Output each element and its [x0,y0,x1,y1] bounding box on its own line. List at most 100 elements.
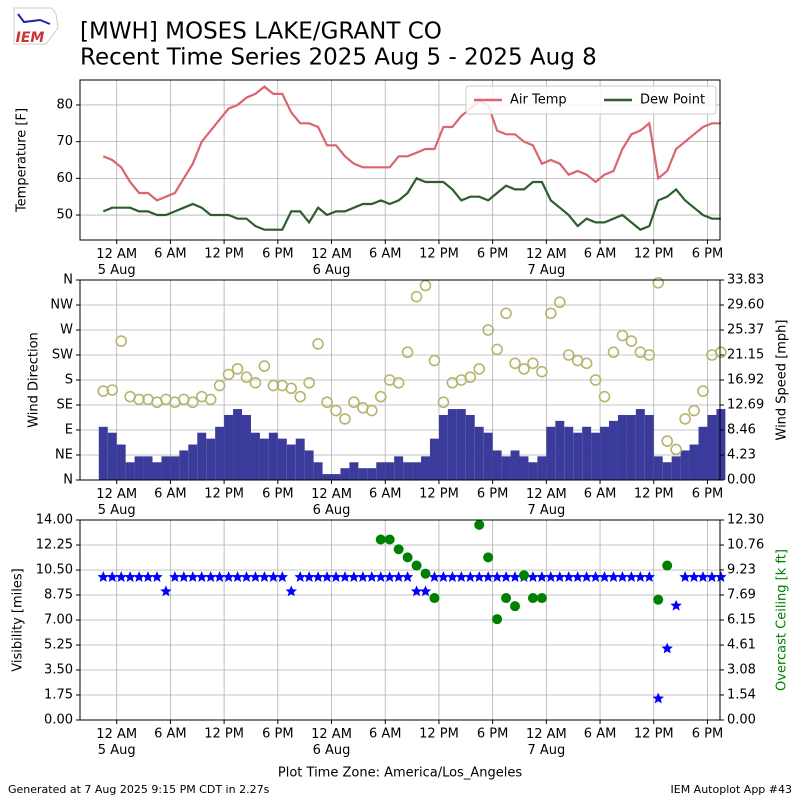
legend-label: Dew Point [640,93,705,108]
point [483,552,494,563]
star-marker [205,571,217,582]
y2-tick-label: 12.69 [727,397,764,412]
point [482,324,494,336]
point [464,371,477,384]
y-tick-label: NW [50,298,73,313]
bar [537,456,547,480]
point [643,349,656,361]
star-marker [410,585,423,597]
x-tick-label: 12 PM [204,247,244,262]
bar [609,420,618,480]
x-tick-label: 12 AM 7 Aug [526,247,567,278]
star-marker [106,571,118,582]
bar [116,444,126,480]
star-marker [133,571,145,582]
point [115,335,127,347]
point [518,363,530,375]
point [536,593,547,604]
bar [582,426,592,480]
y2-tick-label: 10.76 [727,538,764,553]
point [598,390,611,403]
point [697,385,709,397]
y-tick-label: 60 [56,171,73,186]
star-marker [312,571,324,582]
star-marker [213,571,226,582]
point [652,276,665,289]
point [429,593,440,604]
star-marker [464,571,476,582]
star-marker [115,571,127,582]
x-tick-label: 6 AM [584,727,617,742]
bar [161,456,171,480]
bar [385,462,395,480]
star-marker [715,571,727,582]
bar [107,432,117,480]
bar [304,450,314,480]
bar [617,414,627,480]
point [249,376,262,389]
star-marker [249,571,262,582]
y2-tick-label: 4.23 [727,447,756,462]
y-tick-label: 8.75 [44,588,73,603]
point [580,357,593,370]
star-marker [679,571,691,582]
point [213,379,226,392]
star-marker [357,571,369,582]
bar [286,444,296,480]
x-tick-label: 12 AM 5 Aug [96,727,137,758]
y-tick-label: 10.50 [36,563,73,578]
bar [474,426,484,480]
star-marker [589,571,602,582]
x-tick-label: 6 AM [154,487,187,502]
y-tick-label: 80 [56,97,73,112]
y-tick-label: S [65,373,73,388]
point [402,552,413,563]
point [491,343,503,356]
bar [340,468,350,480]
point [474,519,485,530]
y2-tick-label: 21.15 [727,347,764,362]
point [500,307,512,320]
bar [295,438,305,480]
y2-tick-label: 12.30 [727,513,764,528]
star-marker [625,571,638,582]
star-marker [231,571,244,582]
star-marker [482,571,494,582]
point [437,396,450,409]
logo: IEM [13,7,59,46]
y-axis-label: Temperature [F] [15,108,30,213]
star-marker [500,571,512,582]
frame [79,279,721,481]
bar [224,414,234,480]
bar [242,414,251,480]
x-tick-label: 12 AM 6 Aug [311,247,352,278]
y-axis-label: Visibility [miles] [11,568,26,671]
marks [97,519,727,704]
point [393,544,404,555]
point [679,413,691,425]
star-marker [366,571,378,582]
x-tick-label: 6 PM [262,247,293,262]
logo-text: IEM [16,30,45,46]
bar [421,456,430,480]
star-marker [97,571,109,582]
x-tick-label: 12 AM 6 Aug [311,727,352,758]
bar [152,462,162,480]
bar [591,432,601,480]
x-tick-label: 12 PM [419,727,459,742]
x-tick-label: 6 PM [262,487,293,502]
y-tick-label: 12.25 [36,538,73,553]
star-marker [276,571,288,582]
point [545,307,557,320]
bar [447,409,457,480]
star-marker [697,571,709,582]
x-tick-label: 12 PM [419,247,459,262]
point [501,593,512,604]
point [258,360,271,372]
x-tick-label: 6 AM [369,247,402,262]
bar [662,462,672,480]
star-marker [634,571,646,582]
point [401,346,414,359]
bar [197,432,207,480]
logo-outline [13,7,59,45]
